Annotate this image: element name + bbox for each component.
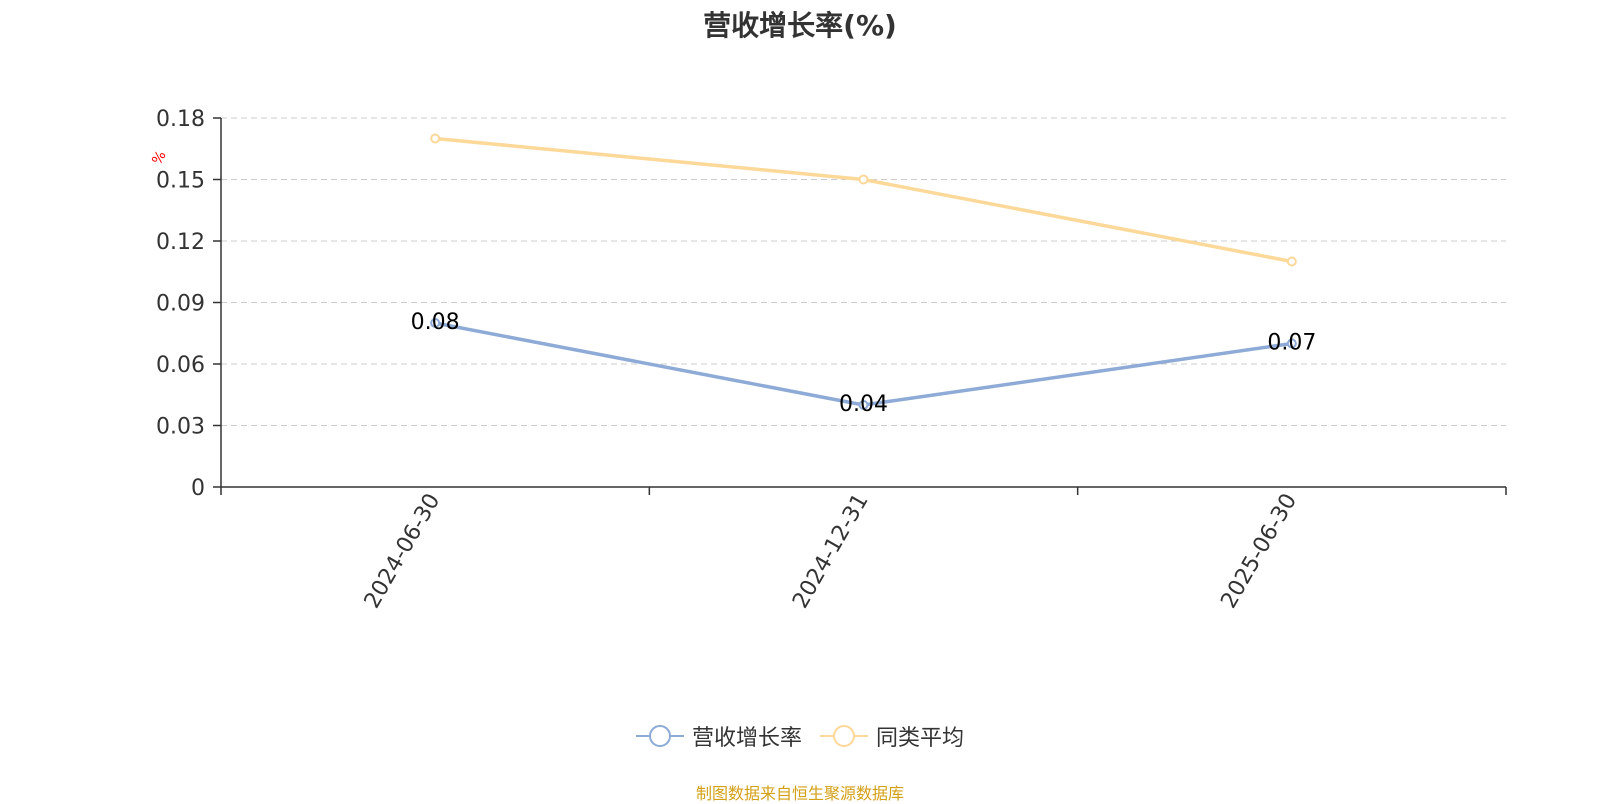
legend-line-circle-icon: [820, 725, 868, 747]
y-tick-label: 0.15: [156, 169, 205, 194]
data-label: 0.04: [839, 392, 888, 417]
data-point: [430, 318, 441, 328]
data-label: 0.07: [1267, 331, 1316, 356]
y-axis-label: %: [149, 148, 170, 168]
legend-item-revenue-growth[interactable]: 营收增长率: [635, 720, 802, 752]
x-tick-label: 2025-06-30: [1216, 490, 1302, 613]
legend-label-revenue-growth: 营收增长率: [691, 726, 802, 751]
y-tick-label: 0: [191, 476, 205, 501]
x-tick-label: 2024-12-31: [788, 490, 874, 613]
data-point: [430, 133, 441, 144]
legend: 营收增长率 同类平均: [0, 720, 1600, 752]
y-tick-label: 0.12: [156, 230, 205, 255]
y-tick-label: 0.03: [156, 415, 205, 440]
y-tick-label: 0.06: [156, 353, 205, 378]
y-tick-label: 0.09: [156, 292, 205, 317]
legend-line-circle-icon: [635, 725, 684, 747]
data-point: [1286, 256, 1297, 267]
source-note: 制图数据来自恒生聚源数据库: [695, 784, 904, 803]
data-label: 0.08: [411, 310, 460, 335]
chart-title: 营收增长率(%): [703, 9, 897, 42]
x-tick-label: 2024-06-30: [360, 490, 446, 613]
data-point: [1286, 338, 1297, 349]
data-point: [858, 174, 869, 185]
legend-label-peer-average: 同类平均: [876, 726, 965, 751]
y-tick-label: 0.18: [156, 107, 205, 132]
legend-item-peer-average[interactable]: 同类平均: [820, 720, 964, 752]
data-point: [858, 400, 869, 410]
series-line: [433, 136, 1294, 264]
